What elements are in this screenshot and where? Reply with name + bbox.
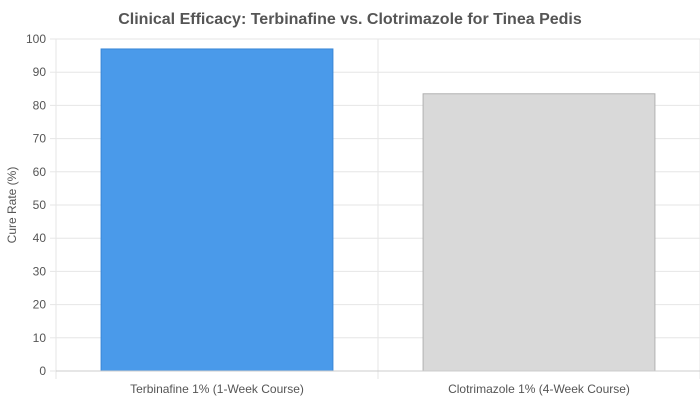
axes <box>50 38 700 372</box>
x-tick-label: Terbinafine 1% (1-Week Course) <box>130 382 304 396</box>
y-tick-label: 20 <box>33 298 47 312</box>
y-tick-label: 60 <box>33 165 47 179</box>
y-tick-label: 80 <box>33 98 47 112</box>
bars <box>100 48 656 372</box>
y-tick-label: 10 <box>33 331 47 345</box>
y-axis-label: Cure Rate (%) <box>5 167 19 244</box>
y-tick-label: 90 <box>33 65 47 79</box>
y-tick-labels: 0 10 20 30 40 50 60 70 80 90 100 <box>26 32 46 378</box>
x-tick-label: Clotrimazole 1% (4-Week Course) <box>448 382 630 396</box>
y-tick-label: 50 <box>33 198 47 212</box>
bar <box>100 48 334 372</box>
y-tick-label: 0 <box>39 364 46 378</box>
chart-title: Clinical Efficacy: Terbinafine vs. Clotr… <box>118 11 582 28</box>
bar <box>422 93 656 372</box>
y-tick-label: 30 <box>33 264 47 278</box>
y-tick-label: 100 <box>26 32 46 46</box>
y-tick-label: 70 <box>33 132 47 146</box>
y-tick-label: 40 <box>33 231 47 245</box>
x-tick-labels: Terbinafine 1% (1-Week Course) Clotrimazo… <box>130 382 630 396</box>
